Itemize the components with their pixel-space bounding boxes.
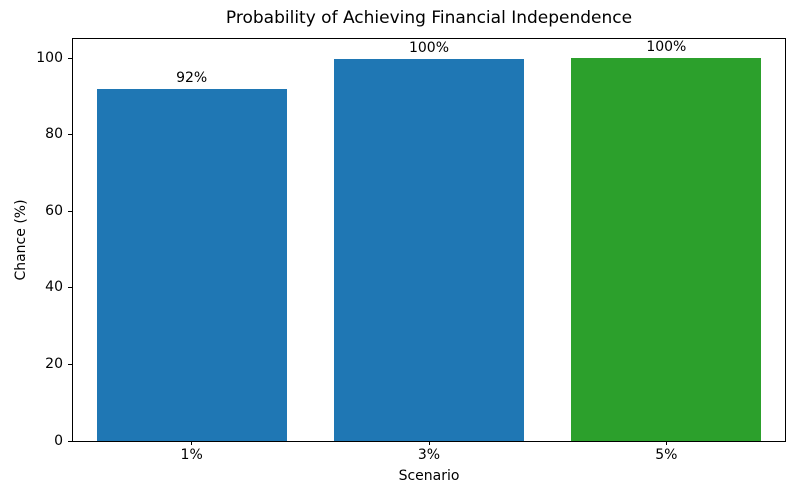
x-tick-mark (191, 441, 193, 445)
x-axis-label: Scenario (398, 468, 460, 484)
y-tick-mark (68, 210, 72, 212)
y-tick-mark (68, 287, 72, 289)
y-tick-label: 80 (45, 126, 63, 143)
y-tick-label: 40 (45, 279, 63, 296)
x-tick-mark (665, 441, 667, 445)
bar-3% (334, 59, 524, 441)
bar-value-label: 100% (408, 40, 450, 57)
y-tick-mark (68, 363, 72, 365)
bar-value-label: 92% (176, 69, 208, 86)
x-tick-label: 3% (417, 447, 441, 463)
y-tick-mark (68, 57, 72, 59)
chart-title: Probability of Achieving Financial Indep… (225, 8, 633, 28)
bar-1% (96, 88, 287, 441)
y-tick-mark (68, 134, 72, 136)
y-tick-label: 60 (45, 202, 63, 219)
y-tick-label: 20 (45, 355, 63, 372)
y-tick-mark (68, 440, 72, 442)
bar-5% (571, 58, 762, 441)
plot-area: 92% 1% 100% 3% 100% 5% 0 20 40 60 80 100 (36, 38, 786, 463)
x-tick-mark (428, 441, 430, 445)
y-tick-label: 0 (54, 432, 63, 449)
x-tick-label: 5% (655, 447, 678, 463)
y-tick-label: 100 (36, 49, 63, 66)
x-tick-label: 1% (180, 447, 203, 463)
y-axis-label: Chance (%) (13, 199, 29, 281)
bar-value-label: 100% (646, 39, 687, 56)
